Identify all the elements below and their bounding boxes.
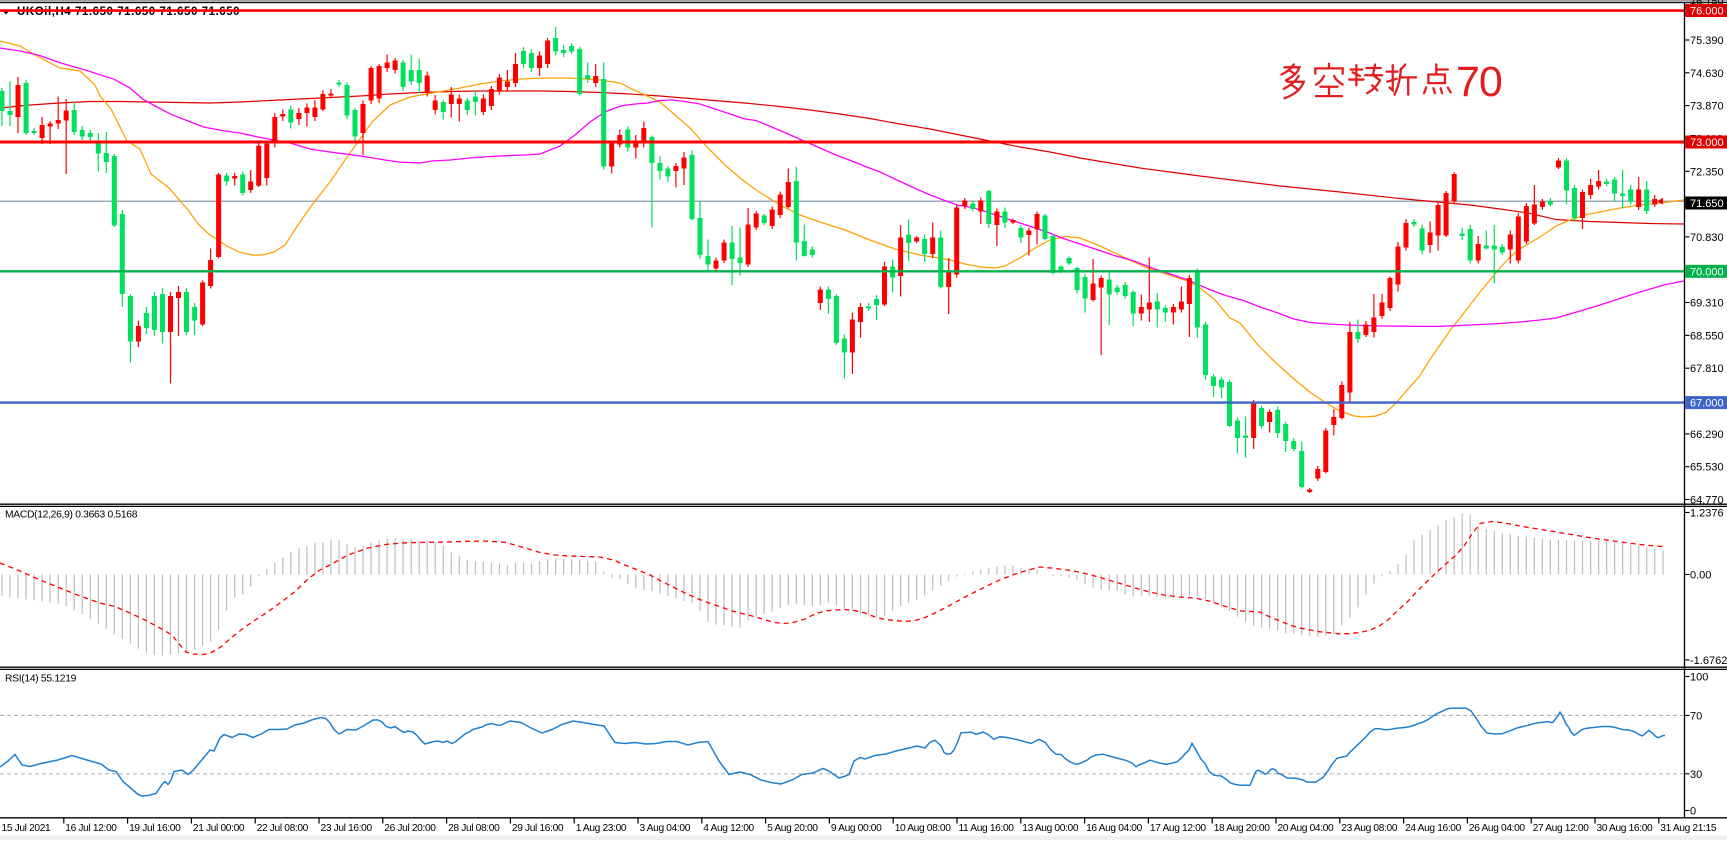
svg-text:70.000: 70.000 [1690, 266, 1724, 278]
svg-text:16 Jul 12:00: 16 Jul 12:00 [65, 823, 117, 834]
svg-text:RSI(14) 55.1219: RSI(14) 55.1219 [5, 674, 77, 685]
svg-text:67.000: 67.000 [1690, 398, 1724, 410]
svg-text:5 Aug 20:00: 5 Aug 20:00 [767, 823, 818, 834]
svg-text:3 Aug 04:00: 3 Aug 04:00 [640, 823, 691, 834]
svg-text:11 Aug 16:00: 11 Aug 16:00 [959, 823, 1015, 834]
svg-text:75.390: 75.390 [1690, 35, 1724, 47]
svg-text:64.770: 64.770 [1690, 495, 1724, 507]
svg-text:73.870: 73.870 [1690, 101, 1724, 113]
svg-text:0: 0 [1690, 806, 1696, 818]
svg-text:65.530: 65.530 [1690, 462, 1724, 474]
svg-text:27 Aug 12:00: 27 Aug 12:00 [1533, 823, 1590, 834]
svg-text:28 Jul 08:00: 28 Jul 08:00 [448, 823, 500, 834]
svg-text:67.810: 67.810 [1690, 363, 1724, 375]
svg-text:70: 70 [1690, 710, 1702, 722]
svg-text:30 Aug 16:00: 30 Aug 16:00 [1597, 823, 1654, 834]
svg-text:73.000: 73.000 [1690, 137, 1724, 149]
svg-text:15 Jul 2021: 15 Jul 2021 [2, 823, 52, 834]
svg-text:19 Jul 16:00: 19 Jul 16:00 [129, 823, 181, 834]
svg-text:16 Aug 04:00: 16 Aug 04:00 [1086, 823, 1143, 834]
svg-text:21 Jul 00:00: 21 Jul 00:00 [193, 823, 245, 834]
svg-text:10 Aug 08:00: 10 Aug 08:00 [895, 823, 952, 834]
svg-text:UKOil,H4 71.650 71.650 71.650: UKOil,H4 71.650 71.650 71.650 71.650 [17, 6, 240, 18]
svg-text:29 Jul 16:00: 29 Jul 16:00 [512, 823, 564, 834]
svg-text:20 Aug 04:00: 20 Aug 04:00 [1278, 823, 1335, 834]
svg-text:71.650: 71.650 [1690, 198, 1724, 210]
svg-text:70.830: 70.830 [1690, 232, 1724, 244]
svg-text:1 Aug 23:00: 1 Aug 23:00 [576, 823, 627, 834]
svg-text:MACD(12,26,9) 0.3663 0.5168: MACD(12,26,9) 0.3663 0.5168 [5, 510, 138, 521]
svg-text:1.2376: 1.2376 [1690, 508, 1724, 520]
svg-text:9 Aug 00:00: 9 Aug 00:00 [831, 823, 882, 834]
svg-text:26 Jul 20:00: 26 Jul 20:00 [384, 823, 436, 834]
svg-text:69.310: 69.310 [1690, 298, 1724, 310]
svg-text:68.550: 68.550 [1690, 330, 1724, 342]
svg-text:72.350: 72.350 [1690, 166, 1724, 178]
svg-text:24 Aug 16:00: 24 Aug 16:00 [1405, 823, 1462, 834]
svg-text:76.000: 76.000 [1690, 6, 1724, 18]
svg-text:18 Aug 20:00: 18 Aug 20:00 [1214, 823, 1271, 834]
svg-text:30: 30 [1690, 769, 1702, 781]
svg-text:4 Aug 12:00: 4 Aug 12:00 [703, 823, 754, 834]
svg-text:70: 70 [1456, 58, 1502, 106]
svg-text:17 Aug 12:00: 17 Aug 12:00 [1150, 823, 1207, 834]
svg-text:100: 100 [1690, 672, 1708, 684]
svg-text:0.00: 0.00 [1690, 570, 1711, 582]
svg-text:-1.6762: -1.6762 [1690, 655, 1727, 667]
svg-text:22 Jul 08:00: 22 Jul 08:00 [257, 823, 309, 834]
svg-text:23 Jul 16:00: 23 Jul 16:00 [321, 823, 373, 834]
svg-text:26 Aug 04:00: 26 Aug 04:00 [1469, 823, 1526, 834]
svg-text:13 Aug 00:00: 13 Aug 00:00 [1022, 823, 1079, 834]
svg-text:31 Aug 21:15: 31 Aug 21:15 [1660, 823, 1717, 834]
svg-text:74.630: 74.630 [1690, 68, 1724, 80]
svg-text:66.290: 66.290 [1690, 429, 1724, 441]
svg-text:23 Aug 08:00: 23 Aug 08:00 [1341, 823, 1398, 834]
